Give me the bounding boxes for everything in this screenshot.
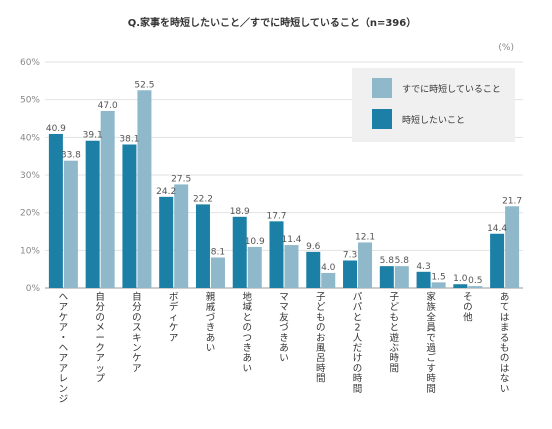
bar	[210, 257, 225, 288]
data-label: 27.5	[171, 174, 191, 184]
bar	[468, 286, 483, 288]
bar	[284, 245, 299, 288]
bar	[232, 216, 247, 288]
data-label: 21.7	[502, 196, 522, 206]
bar	[195, 204, 210, 288]
bar	[431, 282, 446, 288]
data-label: 4.3	[416, 262, 430, 272]
y-tick-label: 30%	[20, 171, 40, 181]
x-category-label: ヘアケア・ヘアアレンジ	[59, 292, 69, 405]
data-label: 33.8	[61, 151, 81, 161]
data-label: 1.5	[431, 272, 445, 282]
y-tick-label: 0%	[26, 284, 41, 294]
bar	[379, 266, 394, 288]
legend-swatch	[372, 109, 392, 129]
data-label: 47.0	[98, 101, 118, 111]
bar	[247, 246, 262, 288]
data-label: 52.5	[134, 80, 154, 90]
chart-title: Q.家事を時短したいこと／すでに時短していること（n=396）	[128, 16, 416, 29]
unit-label: (%)	[498, 43, 514, 53]
data-label: 7.3	[343, 251, 357, 261]
data-label: 4.0	[321, 263, 336, 273]
x-category-label: その他	[463, 292, 473, 323]
y-tick-label: 40%	[20, 133, 40, 143]
bar	[394, 266, 409, 288]
bar	[48, 133, 63, 288]
data-label: 0.5	[468, 276, 482, 286]
data-label: 5.8	[380, 256, 395, 266]
data-label: 1.0	[453, 274, 468, 284]
data-label: 8.1	[211, 247, 225, 257]
x-category-label: パパと 2 人だけの時間	[353, 292, 363, 395]
y-tick-label: 10%	[20, 246, 40, 256]
x-category-label: 地域とのつきあい	[242, 291, 252, 374]
data-label: 9.6	[306, 242, 321, 252]
data-label: 17.7	[266, 211, 286, 221]
data-label: 11.4	[281, 235, 301, 245]
data-label: 14.4	[487, 224, 507, 234]
bar	[137, 90, 152, 288]
x-category-label: 子どもと遊ぶ時間	[390, 292, 400, 374]
bar	[85, 140, 100, 288]
x-category-label: ボディケア	[169, 292, 179, 344]
bar	[416, 271, 431, 288]
x-category-label: 自分のメークアップ	[95, 291, 105, 385]
x-category-label: ママ友づきあい	[279, 292, 289, 364]
bar	[321, 272, 336, 288]
data-label: 12.1	[355, 232, 375, 242]
bars	[48, 90, 520, 288]
legend-label: すでに時短していること	[402, 83, 501, 95]
x-axis: ヘアケア・ヘアアレンジ 自分のメークアップ 自分のスキンケア ボディケア 親戚づきあい 地…	[59, 291, 510, 405]
y-tick-label: 20%	[20, 209, 40, 219]
x-category-label: 家族全員で過ごす時間	[426, 291, 436, 395]
y-tick-label: 50%	[20, 96, 40, 106]
data-label: 38.1	[119, 134, 139, 144]
data-labels: 40.9 33.839.1 47.0 38.1 52.5 24.2 27.522.2 8.1 1…	[46, 80, 522, 286]
bar	[505, 206, 520, 288]
bar	[159, 196, 174, 288]
legend-label: 時短したいこと	[402, 114, 465, 126]
y-tick-label: 60%	[20, 58, 40, 68]
bar	[306, 251, 321, 288]
data-label: 18.9	[230, 207, 250, 217]
bar	[358, 242, 373, 288]
bar	[343, 260, 358, 288]
legend-swatch	[372, 78, 392, 98]
data-label: 5.8	[395, 256, 410, 266]
x-category-label: 子どものお風呂時間	[316, 292, 326, 385]
bar	[100, 110, 115, 288]
bar	[269, 221, 284, 288]
data-label: 24.2	[156, 187, 176, 197]
data-label: 39.1	[83, 131, 103, 141]
bar	[490, 233, 505, 288]
x-category-label: 自分のスキンケア	[132, 291, 142, 374]
x-category-label: あてはまるものはない	[500, 292, 510, 395]
bar	[174, 184, 189, 288]
bar	[63, 160, 78, 288]
x-category-label: 親戚づきあい	[206, 291, 216, 354]
data-label: 10.9	[245, 237, 265, 247]
bar	[122, 144, 137, 288]
data-label: 22.2	[193, 194, 213, 204]
y-axis: 0% 10% 20% 30% 40% 50% 60%	[20, 58, 40, 294]
bar	[453, 284, 468, 288]
data-label: 40.9	[46, 124, 66, 134]
